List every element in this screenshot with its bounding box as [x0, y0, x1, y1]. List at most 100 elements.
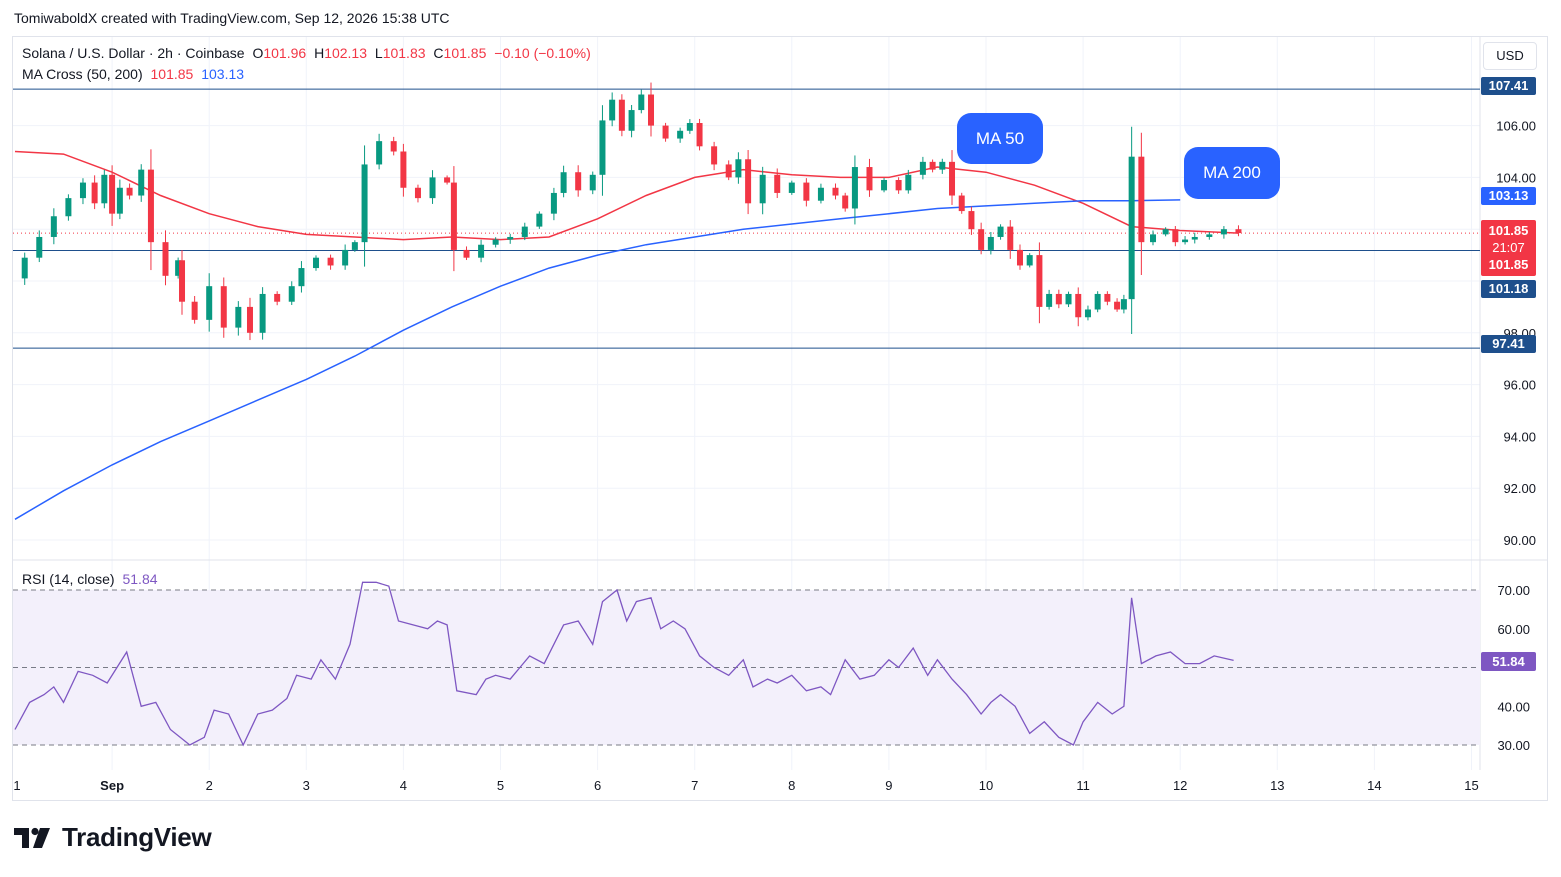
candle-body	[298, 268, 305, 287]
rsi-line	[14, 581, 1234, 747]
candle-body	[895, 179, 902, 191]
last-price-value: 101.85	[1488, 223, 1529, 238]
candle-body	[288, 286, 295, 302]
candle-body	[246, 306, 253, 333]
time-tick-label: 6	[594, 778, 601, 793]
candle-body	[842, 195, 849, 209]
candle-body	[1036, 255, 1043, 307]
candle-body	[881, 179, 888, 191]
candle-body	[36, 236, 43, 258]
candle-body	[342, 249, 349, 266]
candle-body	[599, 120, 606, 175]
candle-body	[101, 174, 108, 204]
price-tick-label: 94.00	[1503, 429, 1536, 444]
bar-countdown: 21:07	[1492, 240, 1525, 255]
candle-body	[313, 257, 320, 269]
ma200-value: 103.13	[201, 66, 245, 82]
candle-body	[575, 172, 582, 191]
candle-body	[536, 213, 543, 227]
low-label: L	[374, 45, 383, 61]
time-tick-label: 10	[979, 778, 993, 793]
candle-body	[1114, 301, 1121, 310]
resistance-price-tag: 107.41	[1481, 77, 1536, 95]
candle-body	[609, 99, 616, 121]
candle-body	[361, 164, 368, 243]
candle-body	[147, 169, 154, 243]
chart-frame	[12, 36, 1548, 801]
candle-body	[126, 187, 133, 196]
support-price-tag: 97.41	[1481, 335, 1536, 353]
time-tick-label: 14	[1367, 778, 1381, 793]
candle-body	[79, 182, 86, 199]
candle-body	[109, 174, 116, 214]
candle-body	[1084, 309, 1091, 318]
change-value: −0.10 (−0.10%)	[494, 45, 591, 61]
candle-body	[429, 177, 436, 199]
candle-body	[905, 174, 912, 191]
time-tick-label: 9	[885, 778, 892, 793]
candle-body	[444, 177, 451, 183]
candle-body	[1206, 234, 1213, 237]
time-tick-label: 2	[206, 778, 213, 793]
rsi-label: RSI (14, close)	[22, 571, 115, 587]
currency-button[interactable]: USD	[1483, 42, 1537, 70]
candle-body	[958, 195, 965, 212]
time-tick-label: 3	[303, 778, 310, 793]
candle-body	[759, 174, 766, 204]
ma50-line	[14, 150, 1239, 241]
ma50-price-value: 101.85	[1488, 257, 1529, 272]
candle-body	[1094, 293, 1101, 310]
candle-body	[259, 293, 266, 333]
rsi-tick-label: 60.00	[1497, 622, 1530, 637]
candle-body	[1065, 293, 1072, 305]
time-tick-label: 11	[1076, 778, 1090, 793]
ma50-annotation: MA 50	[957, 113, 1043, 164]
price-tick-label: 90.00	[1503, 533, 1536, 548]
candle-body	[929, 161, 936, 170]
candle-body	[1120, 299, 1127, 310]
candle-body	[618, 99, 625, 131]
time-tick-label: 1	[13, 778, 20, 793]
candle-body	[1162, 229, 1169, 235]
candle-body	[507, 236, 514, 240]
candle-body	[851, 167, 858, 209]
candle-body	[65, 198, 72, 217]
price-tick-label: 92.00	[1503, 481, 1536, 496]
tradingview-brand[interactable]: TradingView	[14, 822, 212, 853]
candle-body	[450, 182, 457, 250]
candle-body	[745, 159, 752, 204]
candle-body	[274, 293, 281, 302]
open-value: 101.96	[263, 45, 307, 61]
rsi-tick-label: 70.00	[1497, 583, 1530, 598]
candle-body	[414, 187, 421, 199]
candle-body	[492, 239, 499, 245]
high-value: 102.13	[324, 45, 368, 61]
candle-body	[949, 161, 956, 196]
candle-body	[1220, 229, 1227, 235]
time-tick-label: 5	[497, 778, 504, 793]
time-tick-label: 15	[1464, 778, 1478, 793]
candlesticks	[21, 82, 1242, 341]
time-tick-label: Sep	[100, 778, 124, 793]
candle-body	[116, 187, 123, 214]
candle-body	[686, 123, 693, 131]
candle-body	[179, 260, 186, 302]
ma-legend: MA Cross (50, 200) 101.85 103.13	[22, 66, 248, 82]
rsi-tick-label: 30.00	[1497, 738, 1530, 753]
ma50-value: 101.85	[150, 66, 194, 82]
candle-body	[832, 187, 839, 196]
symbol-title: Solana / U.S. Dollar · 2h · Coinbase	[22, 45, 245, 61]
last-price-tag: 101.85 21:07 101.85	[1481, 220, 1536, 276]
candle-body	[788, 182, 795, 193]
candle-body	[919, 161, 926, 175]
candle-body	[463, 249, 470, 258]
candle-body	[648, 94, 655, 126]
time-tick-label: 4	[400, 778, 407, 793]
candle-body	[1172, 229, 1179, 243]
candle-body	[696, 123, 703, 147]
candle-body	[1235, 229, 1242, 234]
candle-body	[1055, 293, 1062, 305]
candle-body	[628, 110, 635, 131]
candle-body	[206, 286, 213, 320]
